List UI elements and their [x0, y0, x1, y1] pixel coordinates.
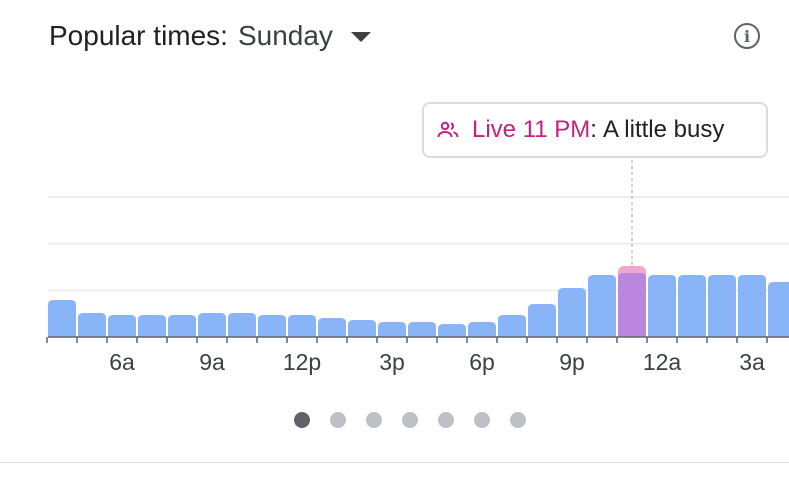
hour-bar[interactable] [738, 275, 766, 337]
hour-bar[interactable] [648, 275, 676, 337]
x-tick-label: 3p [379, 349, 405, 375]
hour-bar[interactable] [48, 300, 76, 337]
day-pagination-dots[interactable] [294, 412, 526, 428]
hour-bar[interactable] [588, 275, 616, 337]
pagination-dot[interactable] [438, 412, 454, 428]
x-tick-label: 12a [643, 349, 682, 375]
x-tick-label: 9p [559, 349, 585, 375]
hour-bar[interactable] [108, 315, 136, 337]
chart-grid [48, 196, 789, 292]
caret-down-icon[interactable] [350, 32, 371, 42]
x-tick-label: 9a [199, 349, 225, 375]
day-selector-label[interactable]: Sunday [237, 20, 333, 51]
x-axis-labels: 6a 9a 12p 3p 6p 9p 12a 3a [109, 349, 765, 375]
hour-bar[interactable] [408, 322, 436, 337]
hour-bar[interactable] [768, 282, 789, 337]
live-bar[interactable] [618, 273, 646, 337]
x-tick-label: 12p [283, 349, 321, 375]
section-divider [0, 462, 789, 463]
live-busyness-tooltip: Live 11 PM: A little busy [422, 102, 768, 158]
popular-times-header: Popular times: Sunday [49, 20, 371, 52]
x-tick-label: 3a [739, 349, 765, 375]
x-tick-label: 6p [469, 349, 495, 375]
pagination-dot[interactable] [510, 412, 526, 428]
popular-times-title: Popular times: [49, 20, 228, 51]
x-axis-ticks [46, 337, 768, 343]
info-icon[interactable]: i [734, 23, 760, 49]
hour-bar[interactable] [378, 322, 406, 337]
hour-bar[interactable] [138, 315, 166, 337]
pagination-dot[interactable] [366, 412, 382, 428]
hour-bar[interactable] [708, 275, 736, 337]
hour-bar[interactable] [438, 324, 466, 337]
popular-times-chart: 6a 9a 12p 3p 6p 9p 12a 3a [46, 160, 789, 375]
hour-bar[interactable] [678, 275, 706, 337]
hour-bar[interactable] [468, 322, 496, 337]
x-tick-label: 6a [109, 349, 135, 375]
chart-bars[interactable] [48, 266, 789, 337]
hour-bar[interactable] [258, 315, 286, 337]
hour-bar[interactable] [288, 315, 316, 337]
hour-bar[interactable] [558, 288, 586, 337]
hour-bar[interactable] [318, 318, 346, 337]
live-status-text: A little busy [602, 116, 725, 143]
hour-bar[interactable] [228, 313, 256, 337]
hour-bar[interactable] [198, 313, 226, 337]
hour-bar[interactable] [168, 315, 196, 337]
pagination-dot[interactable] [402, 412, 418, 428]
live-time-label: Live 11 PM [472, 116, 591, 143]
pagination-dot[interactable] [294, 412, 310, 428]
tooltip-separator: : [590, 116, 597, 143]
hour-bar[interactable] [78, 313, 106, 337]
pagination-dot[interactable] [330, 412, 346, 428]
hour-bar[interactable] [498, 315, 526, 337]
hour-bar[interactable] [348, 320, 376, 337]
pagination-dot[interactable] [474, 412, 490, 428]
people-icon [437, 121, 459, 138]
hour-bar[interactable] [528, 304, 556, 337]
